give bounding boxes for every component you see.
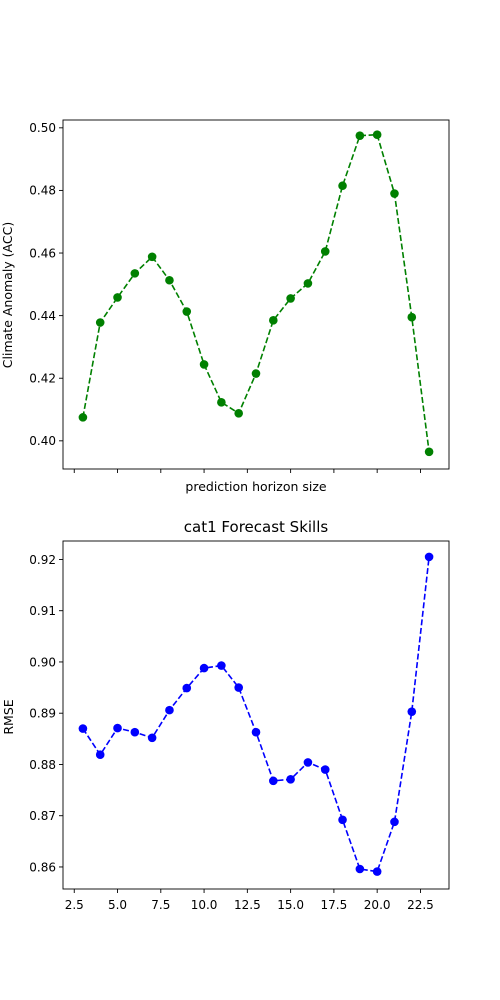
data-point bbox=[372, 867, 382, 876]
data-point bbox=[182, 683, 192, 693]
y-tick-label: 0.92 bbox=[29, 553, 56, 567]
data-point bbox=[269, 776, 278, 786]
x-tick-label: 5.0 bbox=[108, 898, 127, 912]
y-axis-label: RMSE bbox=[1, 699, 16, 734]
data-point bbox=[355, 131, 365, 140]
data-point bbox=[113, 723, 122, 733]
y-tick-label: 0.91 bbox=[29, 604, 56, 618]
data-point bbox=[147, 733, 157, 743]
y-tick-label: 0.86 bbox=[29, 860, 56, 874]
x-tick-label: 20.0 bbox=[364, 898, 391, 912]
data-point bbox=[217, 398, 226, 407]
data-point bbox=[234, 683, 243, 692]
y-tick-label: 0.48 bbox=[29, 184, 56, 198]
rmse-chart: cat1 Forecast Skills RMSE 0.86 0.87 0.88 0.… bbox=[1, 518, 450, 912]
data-point bbox=[355, 864, 365, 874]
data-point bbox=[407, 312, 417, 322]
data-point bbox=[199, 360, 209, 369]
y-axis-label: Climate Anomaly (ACC) bbox=[0, 222, 15, 368]
data-point bbox=[251, 727, 261, 737]
data-point bbox=[372, 130, 382, 140]
chart-title: cat1 Forecast Skills bbox=[184, 518, 329, 536]
data-point bbox=[338, 815, 347, 825]
x-tick-label: 15.0 bbox=[277, 898, 304, 912]
y-tick-label: 0.46 bbox=[29, 246, 56, 260]
y-tick-label: 0.88 bbox=[29, 758, 56, 772]
x-tick-label: 10.0 bbox=[191, 898, 218, 912]
x-tick-label: 17.5 bbox=[321, 898, 348, 912]
data-point bbox=[424, 552, 434, 562]
y-tick-label: 0.44 bbox=[29, 309, 56, 323]
y-tick-label: 0.40 bbox=[29, 434, 56, 448]
data-point bbox=[217, 661, 226, 670]
data-point bbox=[147, 252, 157, 262]
acc-chart: prediction horizon size Climate Anomaly … bbox=[0, 119, 450, 494]
x-tick-label: 12.5 bbox=[234, 898, 261, 912]
data-point bbox=[251, 369, 261, 378]
data-point bbox=[78, 724, 88, 733]
data-point bbox=[286, 775, 295, 784]
data-point bbox=[234, 408, 243, 418]
data-point bbox=[165, 705, 174, 715]
data-point bbox=[95, 750, 105, 760]
y-tick-label: 0.87 bbox=[29, 809, 56, 823]
x-tick-label: 22.5 bbox=[407, 898, 434, 912]
data-point bbox=[303, 758, 313, 767]
data-point bbox=[320, 247, 330, 256]
data-point bbox=[130, 269, 140, 278]
y-tick-label: 0.50 bbox=[29, 121, 56, 135]
data-point bbox=[95, 318, 105, 327]
y-tick-label: 0.89 bbox=[29, 707, 56, 721]
data-point bbox=[78, 413, 88, 422]
data-point bbox=[303, 279, 313, 288]
data-point bbox=[182, 307, 192, 316]
x-axis-label: prediction horizon size bbox=[185, 479, 327, 494]
data-point bbox=[338, 181, 347, 191]
data-point bbox=[113, 293, 122, 302]
y-tick-label: 0.42 bbox=[29, 372, 56, 386]
data-point bbox=[407, 707, 417, 716]
data-point bbox=[130, 727, 140, 737]
data-point bbox=[424, 447, 434, 457]
plot-frame bbox=[62, 540, 450, 890]
data-point bbox=[269, 316, 278, 325]
data-point bbox=[286, 294, 295, 303]
plot-frame bbox=[62, 119, 450, 470]
data-point bbox=[320, 765, 330, 774]
data-point bbox=[199, 663, 209, 673]
data-point bbox=[390, 189, 399, 198]
y-tick-label: 0.90 bbox=[29, 655, 56, 669]
x-tick-label: 7.5 bbox=[151, 898, 170, 912]
data-point bbox=[390, 817, 399, 827]
x-tick-label: 2.5 bbox=[65, 898, 84, 912]
data-point bbox=[165, 275, 174, 285]
